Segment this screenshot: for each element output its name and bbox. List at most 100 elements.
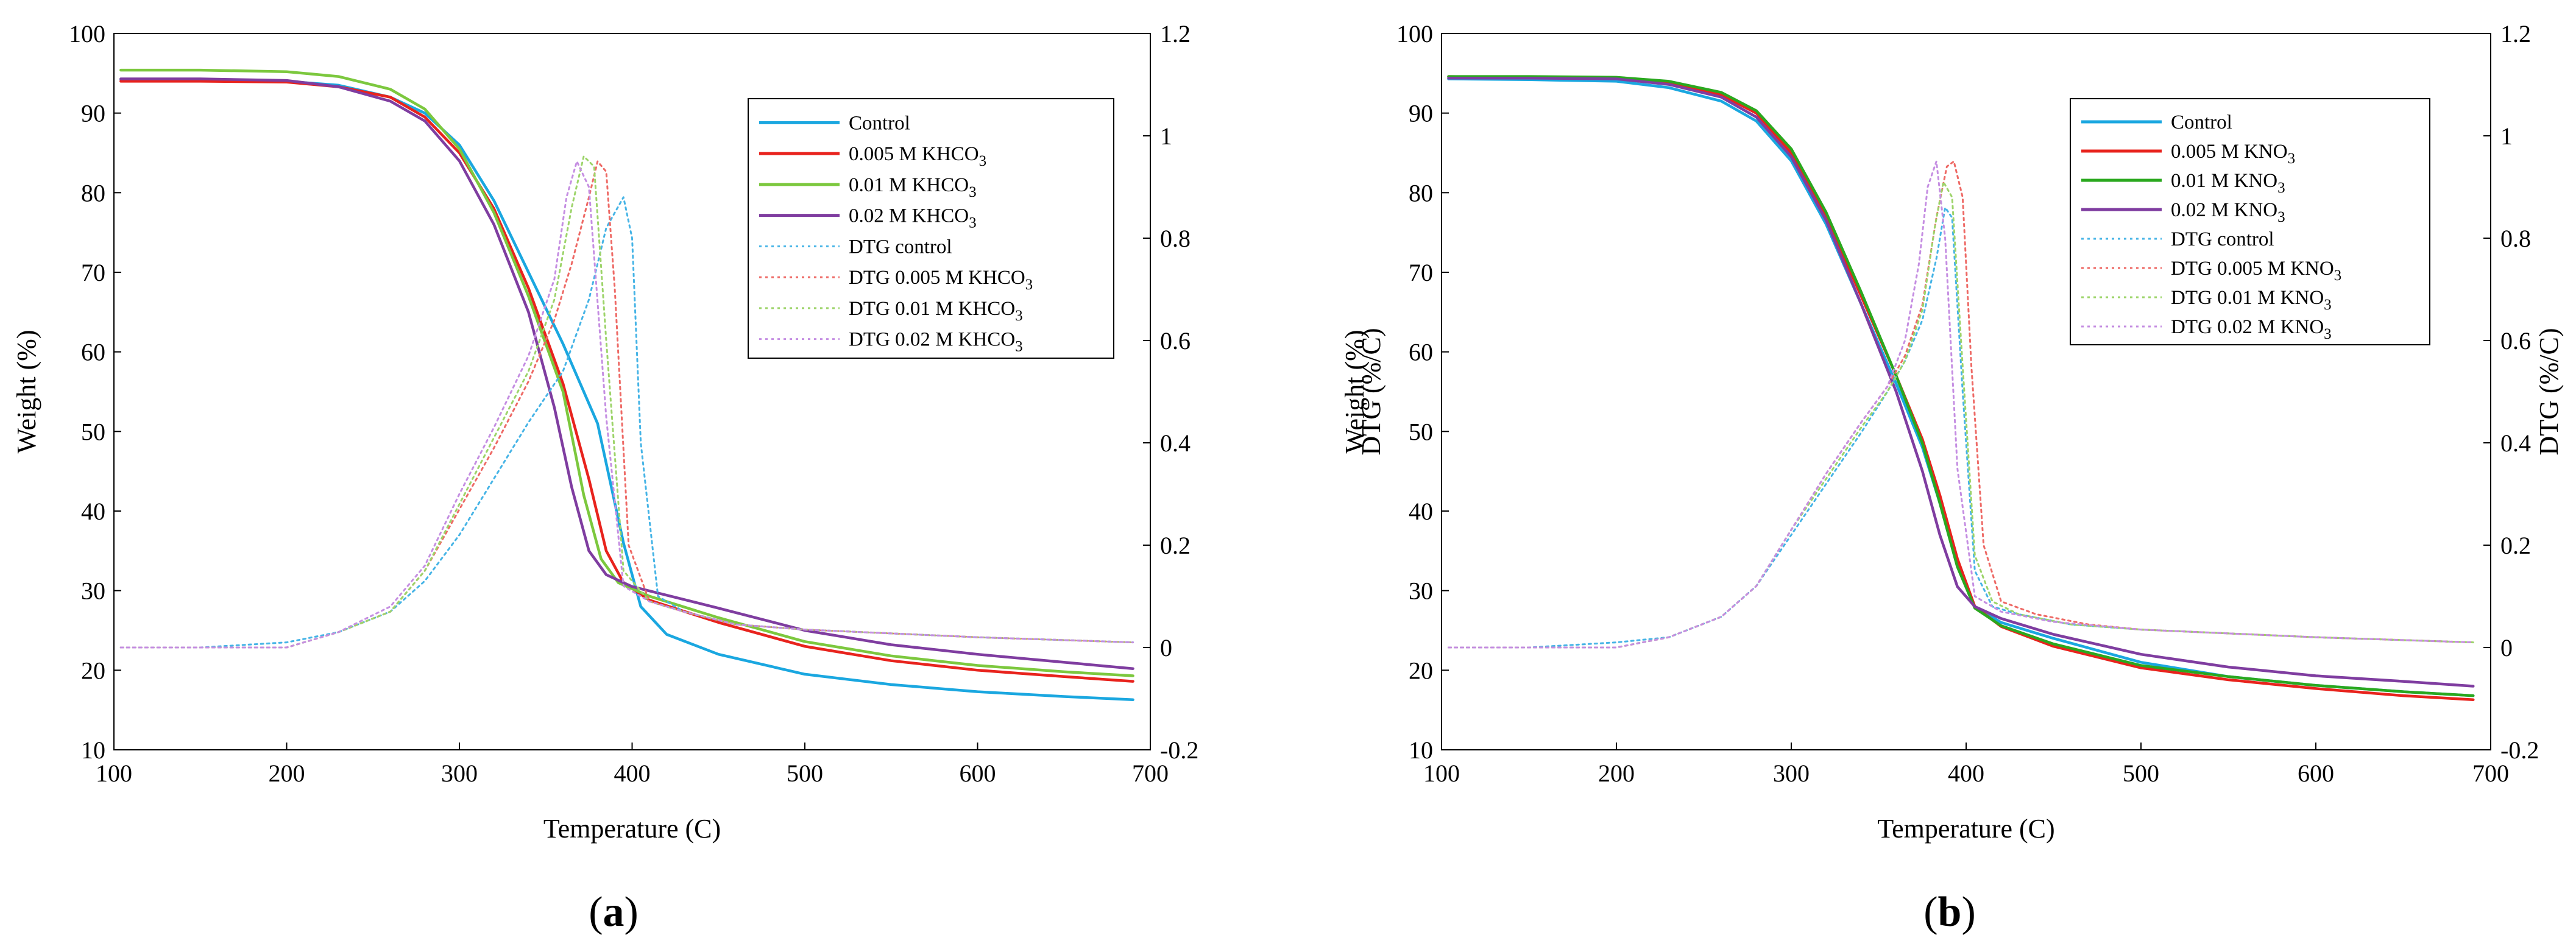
legend-label-subscript: 3 xyxy=(1015,339,1023,355)
y-tick-label: 20 xyxy=(81,657,105,684)
x-tick-label: 300 xyxy=(1773,760,1810,787)
y2-axis-label: DTG (%/C) xyxy=(2534,328,2564,456)
x-tick-label: 600 xyxy=(2298,760,2334,787)
legend-label-text: DTG control xyxy=(2171,228,2274,250)
y2-tick-label: -0.2 xyxy=(1160,736,1198,764)
y-tick-label: 30 xyxy=(1409,577,1433,605)
legend-label: 0.01 M KNO3 xyxy=(2171,170,2285,196)
legend-label: DTG 0.005 M KHCO3 xyxy=(849,267,1033,293)
y2-tick-label: -0.2 xyxy=(2500,736,2539,764)
x-axis-label: Temperature (C) xyxy=(543,814,721,844)
legend-box xyxy=(748,98,1114,359)
y-axis-label: Weight (%) xyxy=(1340,330,1370,454)
y2-axis-label: DTG (%/C) xyxy=(1356,328,1386,456)
x-tick-label: 200 xyxy=(269,760,305,787)
legend-label: Control xyxy=(2171,111,2232,133)
legend-label-text: DTG 0.005 M KHCO xyxy=(849,267,1025,289)
dtg-series-line xyxy=(119,155,1134,649)
legend-label-subscript: 3 xyxy=(1025,277,1033,293)
legend-label-text: 0.005 M KHCO xyxy=(849,143,979,165)
legend-label-text: Control xyxy=(849,112,910,134)
x-tick-label: 100 xyxy=(96,760,132,787)
legend-label: Control xyxy=(849,112,910,134)
y-tick-label: 40 xyxy=(1409,498,1433,525)
caption-letter: b xyxy=(1938,889,1962,936)
caption-close-paren: ) xyxy=(625,889,639,936)
legend-label: DTG 0.02 M KNO3 xyxy=(2171,316,2332,342)
legend-label: DTG control xyxy=(2171,228,2274,250)
x-tick-label: 100 xyxy=(1423,760,1460,787)
legend-label-text: DTG 0.005 M KNO xyxy=(2171,258,2334,280)
panel-caption: (a) xyxy=(589,889,639,936)
y-tick-label: 60 xyxy=(1409,339,1433,366)
legend-label-subscript: 3 xyxy=(2277,180,2285,196)
legend-label-text: 0.005 M KNO xyxy=(2171,141,2288,163)
legend-label-text: Control xyxy=(2171,111,2232,133)
legend-label-text: DTG 0.01 M KNO xyxy=(2171,287,2324,309)
y2-tick-label: 0.4 xyxy=(2500,429,2531,457)
legend-label-subscript: 3 xyxy=(2324,297,2332,313)
y-tick-label: 50 xyxy=(1409,418,1433,445)
y2-tick-label: 0 xyxy=(1160,634,1172,661)
y-tick-label: 80 xyxy=(1409,179,1433,206)
y2-tick-label: 0 xyxy=(2500,634,2513,661)
legend-label-text: DTG 0.01 M KHCO xyxy=(849,298,1015,320)
y-tick-label: 70 xyxy=(1409,259,1433,286)
weight-series-line xyxy=(1447,75,2475,697)
legend-label: DTG 0.01 M KHCO3 xyxy=(849,298,1023,324)
y-tick-label: 100 xyxy=(69,20,105,48)
legend-label: 0.01 M KHCO3 xyxy=(849,174,977,200)
x-tick-label: 200 xyxy=(1598,760,1635,787)
y2-tick-label: 1.2 xyxy=(2500,20,2531,48)
legend-label: 0.005 M KNO3 xyxy=(2171,141,2295,167)
legend-label-subscript: 3 xyxy=(2277,209,2285,225)
legend-label: 0.02 M KHCO3 xyxy=(849,205,977,231)
dtg-series-line xyxy=(1448,160,2474,649)
y2-tick-label: 0.8 xyxy=(2500,225,2531,252)
x-tick-label: 400 xyxy=(614,760,651,787)
legend-label-text: 0.02 M KHCO xyxy=(849,205,969,227)
x-axis-label: Temperature (C) xyxy=(1877,814,2054,844)
legend-label-subscript: 3 xyxy=(979,153,987,169)
y2-tick-label: 0.2 xyxy=(2500,532,2531,559)
x-tick-label: 500 xyxy=(787,760,823,787)
legend-label-subscript: 3 xyxy=(969,184,977,200)
y2-tick-label: 0.2 xyxy=(1160,532,1191,559)
legend-label-text: 0.01 M KHCO xyxy=(849,174,969,196)
panel-caption: (b) xyxy=(1923,889,1976,936)
y-tick-label: 30 xyxy=(81,577,105,605)
x-tick-label: 400 xyxy=(1948,760,1984,787)
y-tick-label: 90 xyxy=(1409,100,1433,127)
x-tick-label: 700 xyxy=(1132,760,1169,787)
legend-label-text: DTG 0.02 M KNO xyxy=(2171,316,2324,338)
legend-label-text: DTG 0.02 M KHCO xyxy=(849,329,1015,351)
caption-open-paren: ( xyxy=(1923,889,1937,936)
y-tick-label: 40 xyxy=(81,498,105,525)
x-tick-label: 300 xyxy=(441,760,478,787)
weight-series-line xyxy=(119,68,1134,677)
chart-panel-b: 100 200 300 400 500 600 7001020304050607080901… xyxy=(1340,20,2564,936)
weight-series-line xyxy=(1447,75,2475,701)
legend-label: DTG 0.02 M KHCO3 xyxy=(849,329,1023,355)
y-tick-label: 70 xyxy=(81,259,105,286)
legend-label: DTG 0.01 M KNO3 xyxy=(2171,287,2332,313)
y2-tick-label: 1 xyxy=(1160,122,1172,150)
y2-tick-label: 1 xyxy=(2500,122,2513,150)
legend-label: 0.005 M KHCO3 xyxy=(849,143,986,169)
y-tick-label: 80 xyxy=(81,179,105,206)
legend-label-subscript: 3 xyxy=(1015,308,1023,324)
legend-label-text: 0.01 M KNO xyxy=(2171,170,2277,192)
y-tick-label: 10 xyxy=(81,736,105,764)
x-tick-label: 500 xyxy=(2123,760,2159,787)
legend-label-text: DTG control xyxy=(849,236,952,258)
dtg-series-line xyxy=(119,160,1134,649)
y-tick-label: 90 xyxy=(81,100,105,127)
weight-series-line xyxy=(119,77,1134,670)
y2-tick-label: 0.4 xyxy=(1160,429,1191,457)
legend-label-subscript: 3 xyxy=(2288,150,2296,167)
y-tick-label: 100 xyxy=(1396,20,1433,48)
legend-label-subscript: 3 xyxy=(2334,267,2342,284)
